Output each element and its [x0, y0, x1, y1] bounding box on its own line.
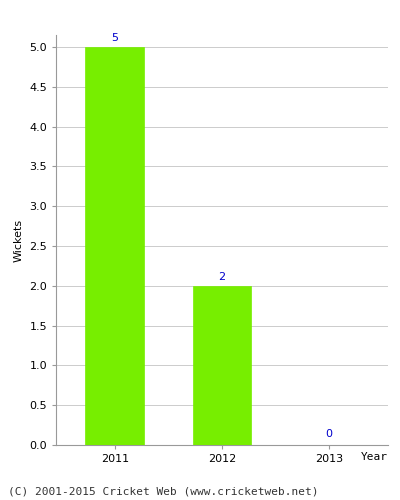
Text: 2: 2 — [218, 272, 226, 282]
Bar — [192, 286, 252, 445]
Y-axis label: Wickets: Wickets — [14, 218, 24, 262]
Text: 5: 5 — [112, 33, 118, 43]
Text: (C) 2001-2015 Cricket Web (www.cricketweb.net): (C) 2001-2015 Cricket Web (www.cricketwe… — [8, 487, 318, 497]
Bar — [86, 47, 144, 445]
Text: Year: Year — [361, 452, 388, 462]
Text: 0: 0 — [326, 428, 332, 438]
